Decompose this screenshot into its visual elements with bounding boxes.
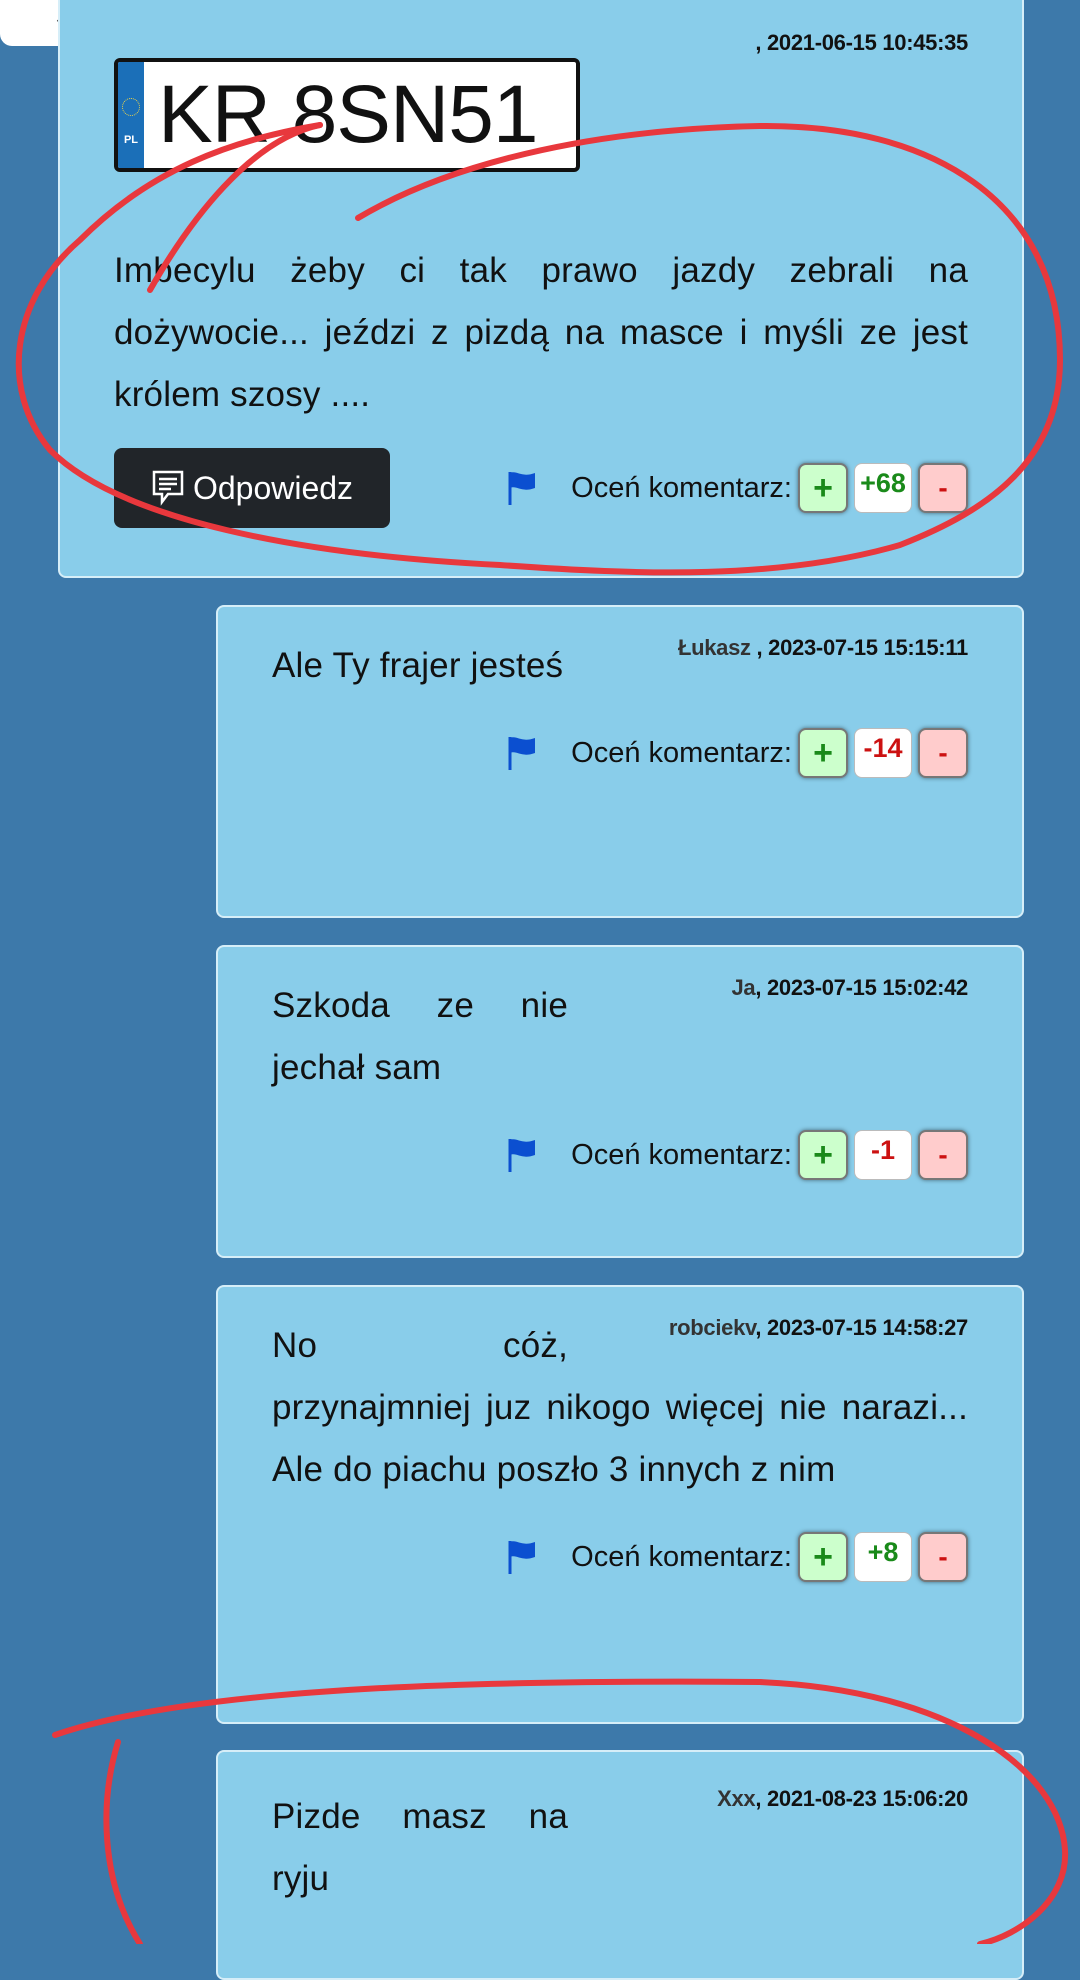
rate-label: Oceń komentarz: [571, 736, 792, 769]
upvote-button[interactable]: + [798, 1532, 848, 1582]
score: +8 [854, 1532, 912, 1582]
comment-meta: Ja, 2023-07-15 15:02:42 [568, 975, 968, 1015]
comment-icon [152, 470, 184, 506]
score: -1 [854, 1130, 912, 1180]
comment-meta: robciekv, 2023-07-15 14:58:27 [568, 1315, 968, 1355]
main-comment: , 2021-06-15 10:45:35 PL KR 8SN51 Imbecy… [58, 0, 1024, 578]
comment-author: robciekv [668, 1315, 756, 1340]
downvote-button[interactable]: - [918, 728, 968, 778]
comment-body: No cóż, przynajmniej juz nikogo więcej n… [272, 1326, 968, 1489]
comment-author: Łukasz [677, 635, 751, 660]
comment-author: Xxx [717, 1786, 756, 1811]
comment-date: , 2023-07-15 15:15:11 [750, 635, 969, 660]
report-flag-icon[interactable] [507, 1137, 537, 1173]
comment-body: Szkoda ze nie jechał sam [272, 986, 568, 1087]
eu-band: PL [118, 62, 144, 168]
comment-meta: Xxx, 2021-08-23 15:06:20 [568, 1786, 968, 1826]
reply-button[interactable]: Odpowiedz [114, 448, 390, 528]
comment-body: Imbecylu żeby ci tak prawo jazdy zebrali… [114, 251, 968, 414]
plate-number: KR 8SN51 [158, 69, 538, 160]
downvote-button[interactable]: - [918, 1532, 968, 1582]
comment-date: , 2023-07-15 14:58:27 [755, 1315, 968, 1340]
score: +68 [854, 463, 912, 513]
plate-country: PL [123, 134, 139, 146]
report-flag-icon[interactable] [507, 1539, 537, 1575]
comment-author: Ja [731, 975, 756, 1000]
comment-date: , 2021-08-23 15:06:20 [755, 1786, 968, 1811]
upvote-button[interactable]: + [798, 463, 848, 513]
report-flag-icon[interactable] [507, 735, 537, 771]
annotation-stroke-left [103, 1739, 143, 1944]
rate-label: Oceń komentarz: [571, 1138, 792, 1171]
eu-stars-icon [122, 98, 140, 116]
downvote-button[interactable]: - [918, 463, 968, 513]
comment-date: , 2023-07-15 15:02:42 [755, 975, 968, 1000]
reply-label: Odpowiedz [192, 469, 354, 506]
comment-meta: Łukasz , 2023-07-15 15:15:11 [568, 635, 968, 675]
score: -14 [854, 728, 912, 778]
comment-meta: , 2021-06-15 10:45:35 [755, 30, 968, 55]
reply-comment: robciekv, 2023-07-15 14:58:27 No cóż, pr… [216, 1285, 1024, 1724]
reply-comment: Łukasz , 2023-07-15 15:15:11 Ale Ty fraj… [216, 605, 1024, 918]
upvote-button[interactable]: + [798, 1130, 848, 1180]
upvote-button[interactable]: + [798, 728, 848, 778]
downvote-button[interactable]: - [918, 1130, 968, 1180]
comment-body: Ale Ty frajer jesteś [272, 646, 564, 685]
license-plate: PL KR 8SN51 [114, 58, 580, 172]
report-flag-icon[interactable] [507, 470, 537, 506]
reply-comment: Xxx, 2021-08-23 15:06:20 Pizde masz na r… [216, 1750, 1024, 1980]
rate-label: Oceń komentarz: [571, 1540, 792, 1573]
reply-comment: Ja, 2023-07-15 15:02:42 Szkoda ze nie je… [216, 945, 1024, 1258]
rate-label: Oceń komentarz: [571, 471, 792, 504]
